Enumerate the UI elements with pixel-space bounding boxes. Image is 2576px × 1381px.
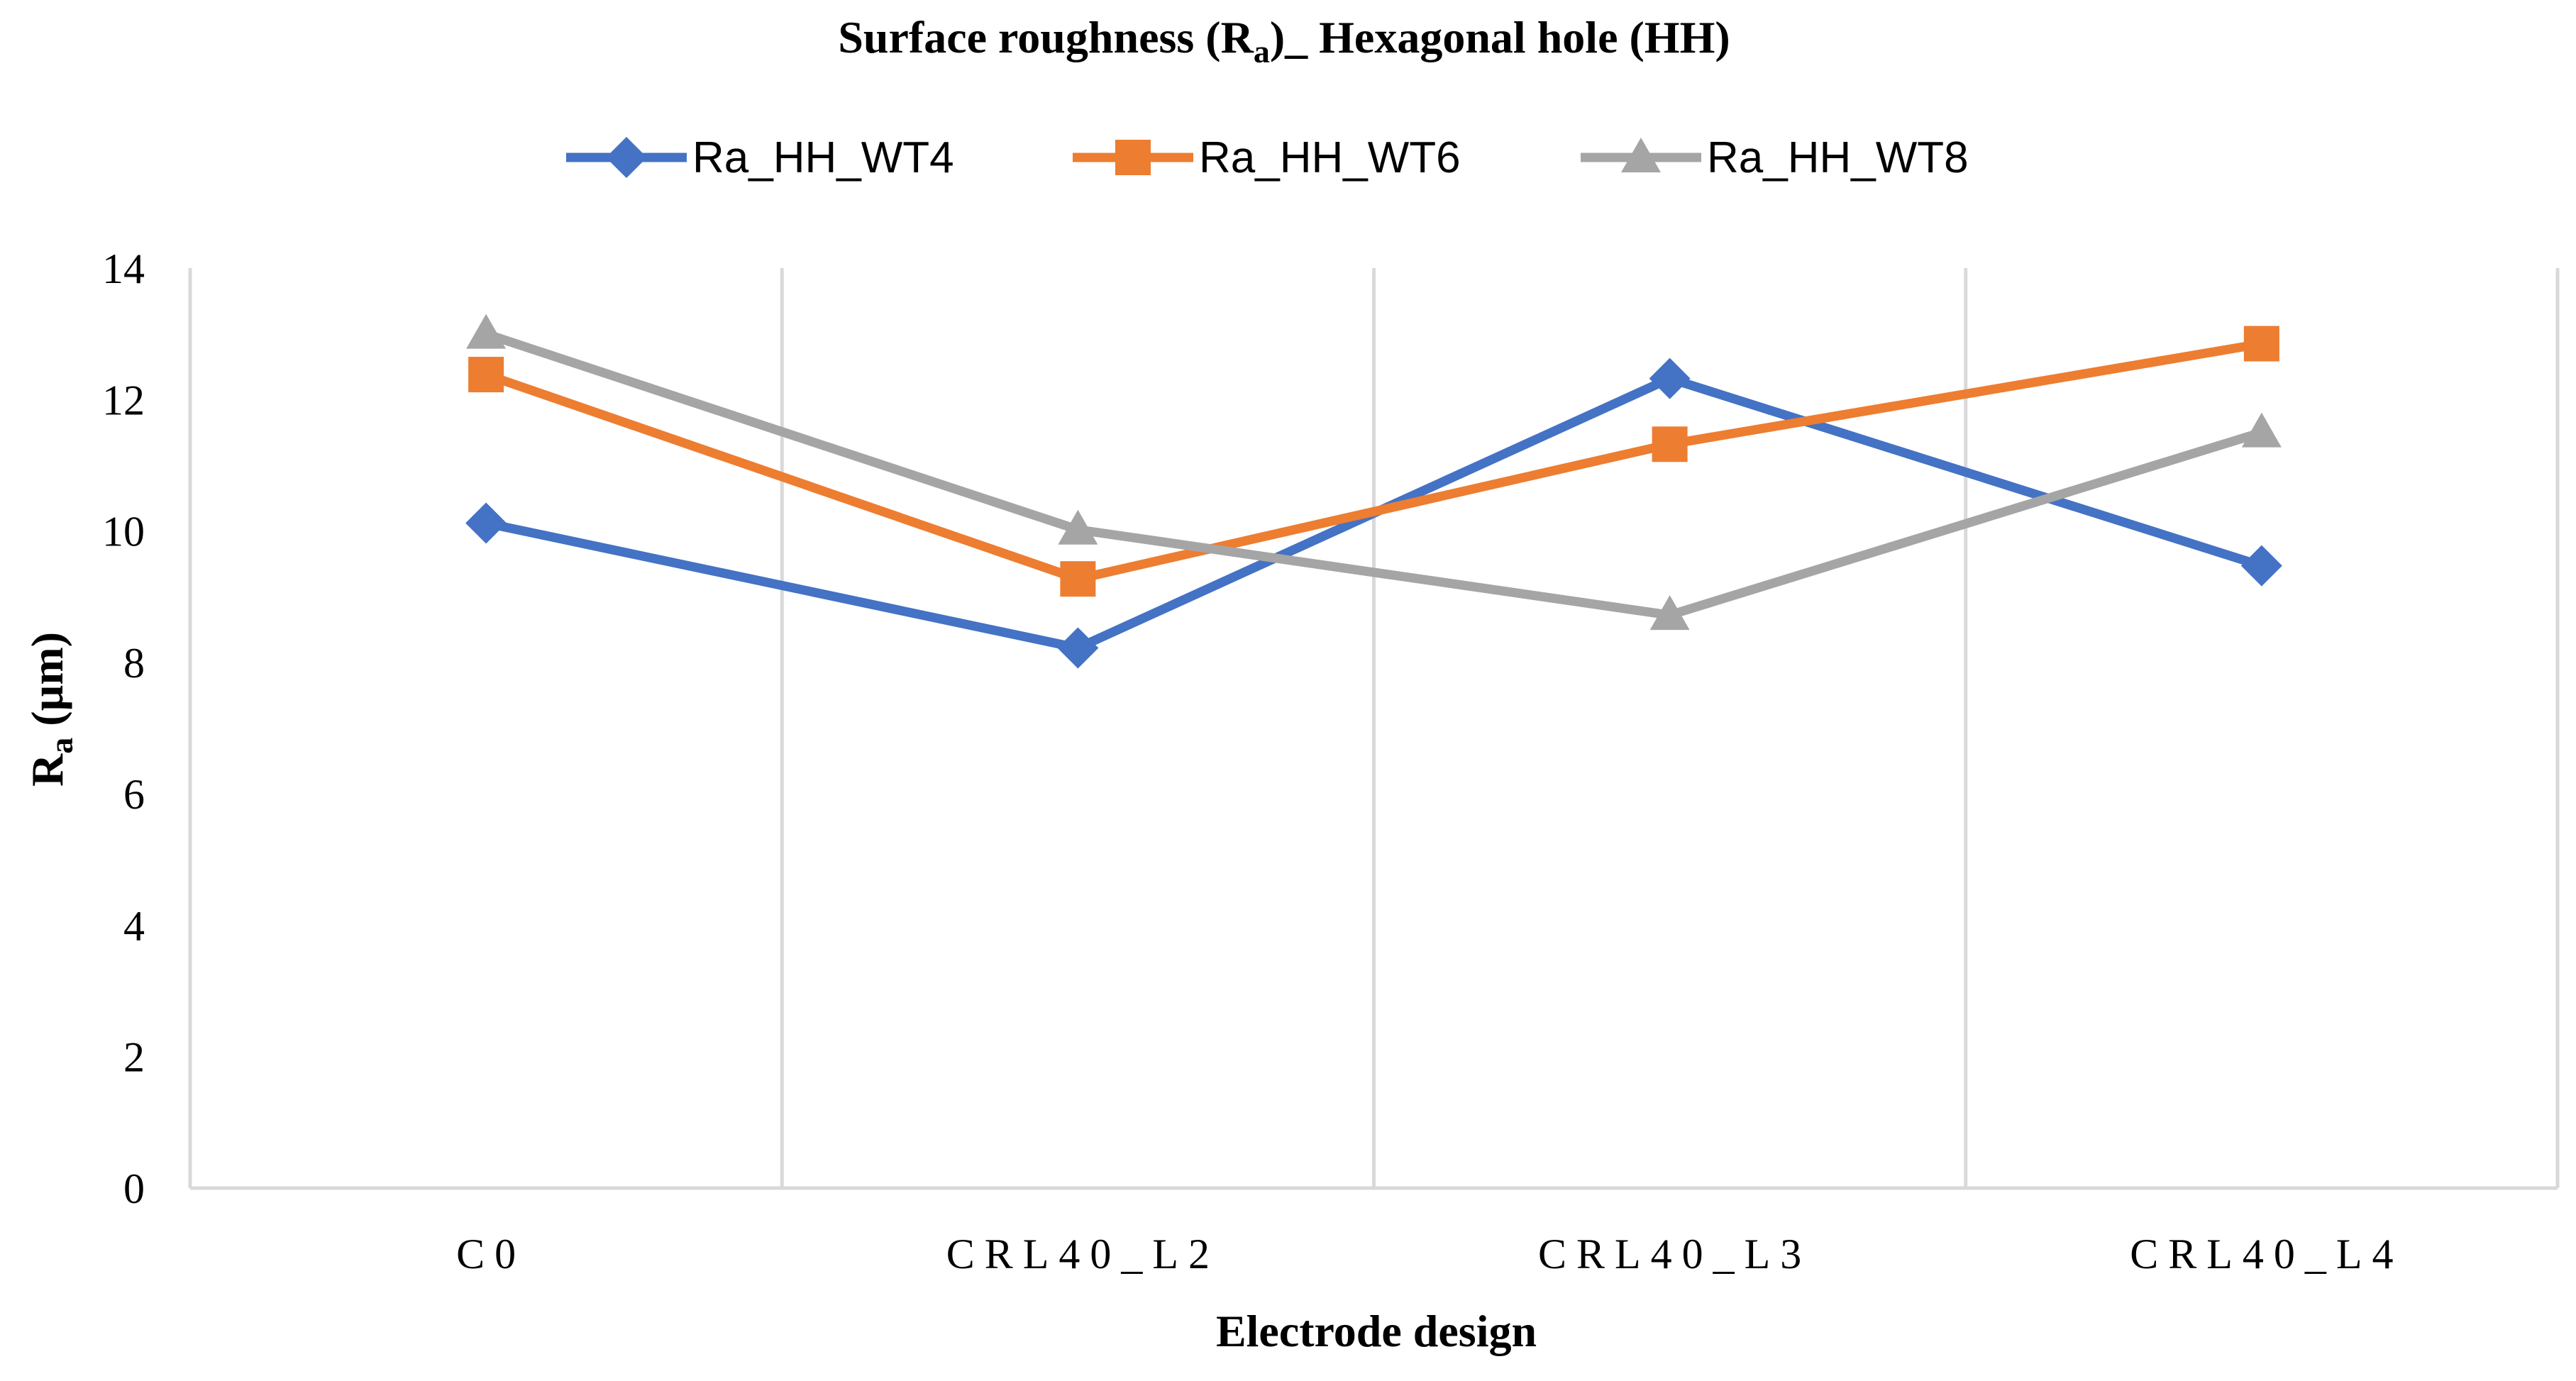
data-series bbox=[465, 314, 2282, 669]
data-point-ra-hh-wt4-crl40-l2 bbox=[1057, 627, 1099, 669]
legend: Ra_HH_WT4 Ra_HH_WT6 Ra_HH_WT8 bbox=[566, 133, 1969, 182]
legend-item-ra-hh-wt6-marker bbox=[1115, 140, 1151, 175]
legend-item-ra-hh-wt8-marker bbox=[1621, 138, 1661, 172]
y-tick-label-10: 10 bbox=[102, 509, 145, 555]
x-tick-label-crl40-l2: CRL40_L2 bbox=[946, 1231, 1220, 1277]
x-tick-label-c0: C0 bbox=[456, 1231, 526, 1277]
y-axis-label-rest: (µm) bbox=[22, 632, 72, 738]
data-point-ra-hh-wt8-crl40-l3 bbox=[1649, 595, 1690, 631]
chart-title-main: Surface roughness (R bbox=[838, 12, 1254, 62]
data-point-ra-hh-wt8-c0 bbox=[466, 314, 507, 349]
series-ra-hh-wt6 bbox=[468, 326, 2279, 597]
series-line-ra-hh-wt6 bbox=[485, 339, 2262, 584]
y-tick-label-14: 14 bbox=[102, 245, 145, 292]
chart-title: Surface roughness (Ra)_ Hexagonal hole (… bbox=[838, 12, 1730, 70]
grid-lines bbox=[188, 268, 2560, 1188]
y-axis-label-main: R bbox=[22, 753, 72, 787]
x-tick-labels: C0 CRL40_L2 CRL40_L3 CRL40_L4 bbox=[456, 1231, 2403, 1277]
y-tick-label-8: 8 bbox=[123, 640, 145, 687]
legend-item-ra-hh-wt8: Ra_HH_WT8 bbox=[1581, 133, 1969, 182]
data-point-ra-hh-wt6-crl40-l4 bbox=[2243, 326, 2279, 362]
y-axis-label-subscript: a bbox=[43, 738, 79, 754]
data-point-ra-hh-wt8-crl40-l2 bbox=[1058, 509, 1098, 545]
series-ra-hh-wt8 bbox=[466, 314, 2282, 631]
y-tick-labels: 0 2 4 6 8 10 12 14 bbox=[102, 245, 145, 1212]
legend-item-ra-hh-wt4-label: Ra_HH_WT4 bbox=[692, 133, 954, 182]
legend-item-ra-hh-wt4-marker bbox=[606, 137, 647, 178]
legend-item-ra-hh-wt6-label: Ra_HH_WT6 bbox=[1199, 133, 1461, 182]
data-point-ra-hh-wt6-c0 bbox=[468, 357, 504, 393]
x-axis-label: Electrode design bbox=[1216, 1306, 1537, 1356]
data-point-ra-hh-wt4-c0 bbox=[465, 502, 507, 544]
x-tick-label-crl40-l3: CRL40_L3 bbox=[1538, 1231, 1811, 1277]
chart-title-subscript: a bbox=[1254, 33, 1270, 70]
y-tick-label-2: 2 bbox=[123, 1034, 145, 1081]
y-tick-label-6: 6 bbox=[123, 771, 145, 818]
x-tick-label-crl40-l4: CRL40_L4 bbox=[2130, 1231, 2403, 1277]
chart-title-rest: )_ Hexagonal hole (HH) bbox=[1270, 12, 1730, 62]
legend-item-ra-hh-wt6: Ra_HH_WT6 bbox=[1073, 133, 1461, 182]
y-tick-label-4: 4 bbox=[123, 902, 145, 949]
data-point-ra-hh-wt4-crl40-l3 bbox=[1649, 357, 1691, 399]
data-point-ra-hh-wt6-crl40-l2 bbox=[1060, 561, 1096, 597]
y-tick-label-12: 12 bbox=[102, 377, 145, 423]
y-axis-label: Ra (µm) bbox=[22, 632, 79, 787]
legend-item-ra-hh-wt4: Ra_HH_WT4 bbox=[566, 133, 954, 182]
legend-item-ra-hh-wt8-label: Ra_HH_WT8 bbox=[1707, 133, 1969, 182]
y-tick-label-0: 0 bbox=[123, 1165, 145, 1212]
data-point-ra-hh-wt8-crl40-l4 bbox=[2241, 412, 2282, 448]
data-point-ra-hh-wt6-crl40-l3 bbox=[1652, 426, 1688, 462]
series-line-ra-hh-wt8 bbox=[485, 329, 2263, 620]
data-point-ra-hh-wt4-crl40-l4 bbox=[2240, 545, 2282, 587]
